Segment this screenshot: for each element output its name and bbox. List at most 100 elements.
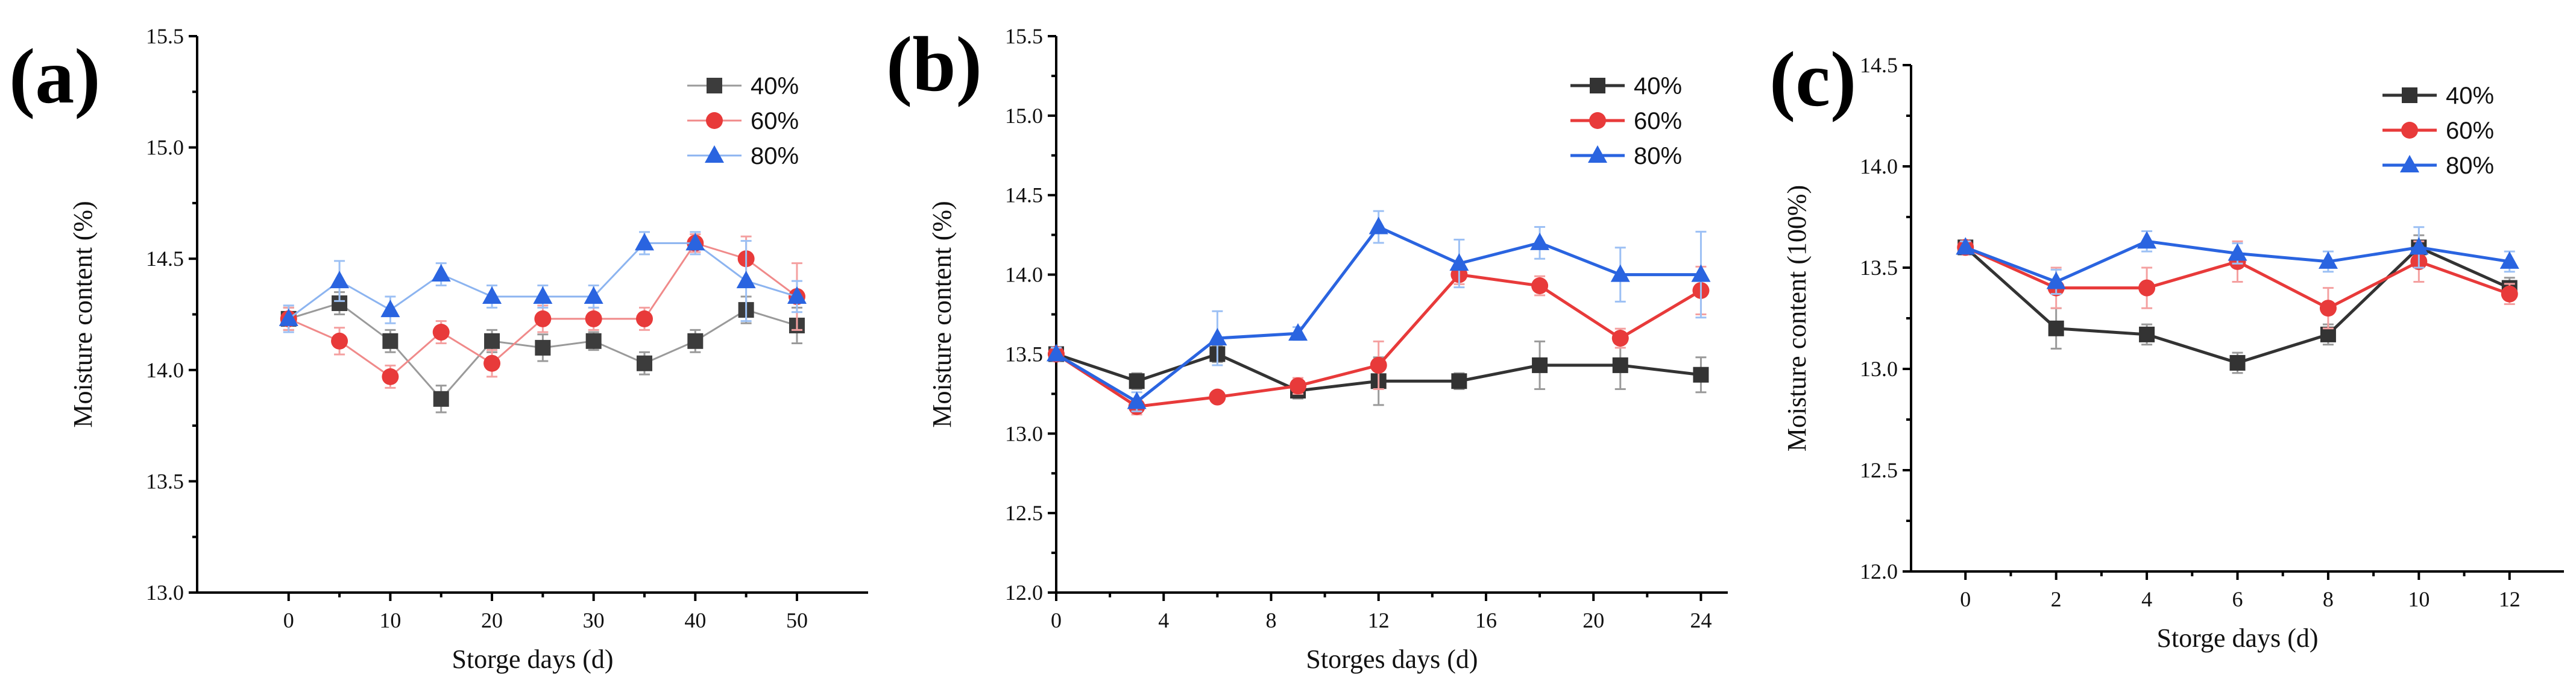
chart-a-y-tick-label: 14.0 [146, 358, 184, 382]
chart-a-data-point [483, 354, 501, 372]
chart-b-y-tick-label: 14.0 [1005, 263, 1043, 287]
chart-c-data-point [2048, 320, 2064, 336]
chart-a-data-point [382, 368, 399, 385]
chart-a-data-point [432, 324, 450, 341]
chart-b-legend-marker [1589, 112, 1606, 129]
chart-c-data-point [2318, 251, 2338, 269]
chart-c-x-tick-label: 4 [2141, 587, 2152, 611]
chart-b-legend-label: 80% [1634, 143, 1682, 169]
chart-a-data-point [787, 286, 807, 304]
chart-b-data-point [1127, 391, 1147, 409]
chart-b-x-tick-label: 12 [1368, 608, 1390, 632]
chart-a-data-point [433, 391, 449, 407]
chart-b-panel-label: (b) [886, 21, 982, 108]
chart-a-legend-label: 40% [751, 73, 799, 99]
chart-c-x-tick-label: 12 [2499, 587, 2521, 611]
chart-b-x-tick-label: 20 [1582, 608, 1604, 632]
chart-a-data-point [279, 308, 298, 326]
chart-b-y-tick-label: 12.5 [1005, 501, 1043, 525]
chart-c-x-tick-label: 10 [2408, 587, 2430, 611]
chart-b-data-point [1610, 264, 1630, 282]
chart-a-x-tick-label: 50 [786, 608, 808, 632]
chart-c-y-axis-title: Moisture content (100%) [1782, 185, 1812, 452]
chart-c: (c) 12.0 12.5 13.0 13.5 14.0 14.5 0 2 4 6 8 10 12 Stor… [1769, 36, 2564, 653]
chart-b-data-point [1047, 344, 1066, 362]
chart-a-y-tick-label: 15.0 [146, 136, 184, 160]
chart-a-series-60pct [280, 233, 805, 389]
chart-a-y-tick-label: 13.5 [146, 469, 184, 493]
chart-a-data-point [636, 310, 653, 327]
chart-c-y-tick-label: 13.5 [1860, 256, 1898, 280]
chart-b-x-tick-label: 4 [1158, 608, 1169, 632]
chart-c-legend-marker [2401, 122, 2418, 139]
chart-b-x-tick-label: 8 [1265, 608, 1276, 632]
chart-b-legend-label: 60% [1634, 108, 1682, 134]
chart-b-data-point [1370, 356, 1387, 374]
chart-b-data-point [1209, 388, 1226, 406]
chart-a-data-point [736, 271, 756, 289]
chart-c-y-tick-label: 14.5 [1860, 53, 1898, 77]
chart-c-y-tick-label: 14.0 [1860, 154, 1898, 178]
chart-a-y-tick-label: 14.5 [146, 247, 184, 271]
chart-a-data-point [331, 332, 348, 350]
chart-b-y-tick-label: 13.5 [1005, 342, 1043, 366]
chart-c-legend-label: 80% [2446, 153, 2494, 179]
chart-b-y-axis-title: Moisture content (%) [927, 201, 957, 427]
chart-c-panel-label: (c) [1769, 36, 1856, 123]
chart-b-x-axis-title: Storges days (d) [1306, 644, 1478, 674]
chart-a-data-point [533, 286, 553, 304]
chart-c-data-point [2139, 326, 2155, 342]
chart-c-data-point [2228, 243, 2247, 261]
chart-a-data-point [482, 286, 502, 304]
chart-c-x-tick-label: 2 [2051, 587, 2062, 611]
chart-c-y-tick-label: 12.0 [1860, 559, 1898, 584]
chart-b-data-point [1208, 328, 1227, 346]
chart-a: (a) 13.0 13.5 14.0 14.5 15.0 15.5 0 10 20 30 40 50 St… [9, 24, 868, 674]
chart-b-data-point [1451, 373, 1467, 389]
chart-b-data-point [1129, 373, 1145, 389]
chart-a-data-point [535, 339, 551, 356]
chart-c-data-point [2499, 251, 2519, 269]
chart-b-data-point [1693, 367, 1709, 383]
chart-a-y-axis-title: Moisture content (%) [68, 201, 98, 427]
chart-c-data-point [2229, 354, 2246, 371]
chart-a-y-tick-label: 13.0 [146, 581, 184, 605]
chart-a-x-tick-label: 10 [379, 608, 401, 632]
chart-c-data-point [2319, 300, 2337, 317]
chart-c-data-point [2138, 279, 2156, 297]
chart-c-legend-marker [2400, 155, 2419, 172]
chart-a-data-point [431, 264, 451, 282]
chart-a-x-tick-label: 40 [684, 608, 706, 632]
chart-a-legend-marker [707, 78, 722, 93]
chart-a-data-point [584, 286, 603, 304]
chart-a-y-tick-label: 15.5 [146, 24, 184, 48]
chart-c-x-axis-title: Storge days (d) [2156, 623, 2318, 653]
chart-a-panel-label: (a) [9, 33, 101, 120]
chart-a-data-point [637, 355, 652, 371]
chart-c-data-point [2501, 285, 2518, 303]
chart-b-x-tick-label: 16 [1475, 608, 1497, 632]
chart-c-data-point [1956, 237, 1976, 255]
chart-b-x-tick-label: 0 [1051, 608, 1062, 632]
chart-a-data-point [484, 333, 500, 349]
chart-a-x-axis-title: Storge days (d) [452, 644, 613, 674]
chart-a-legend-marker [705, 145, 724, 163]
chart-a-data-point [585, 333, 602, 349]
chart-b-y-tick-label: 14.5 [1005, 183, 1043, 207]
chart-b-data-point [1449, 253, 1469, 271]
chart-a-series-80pct [279, 231, 807, 333]
chart-a-legend-label: 60% [751, 108, 799, 134]
chart-a-x-tick-label: 20 [481, 608, 503, 632]
chart-b-legend-label: 40% [1634, 73, 1682, 99]
chart-a-data-point [685, 233, 705, 251]
chart-c-legend-marker [2402, 87, 2417, 103]
chart-a-data-point [380, 300, 400, 318]
chart-a-data-point [382, 333, 398, 349]
chart-a-legend-marker [706, 112, 723, 129]
chart-c-legend-label: 40% [2446, 83, 2494, 109]
chart-b-data-point [1612, 357, 1628, 373]
chart-a-data-point [635, 233, 654, 251]
chart-a-data-point [534, 310, 552, 327]
chart-a-x-tick-label: 0 [283, 608, 294, 632]
